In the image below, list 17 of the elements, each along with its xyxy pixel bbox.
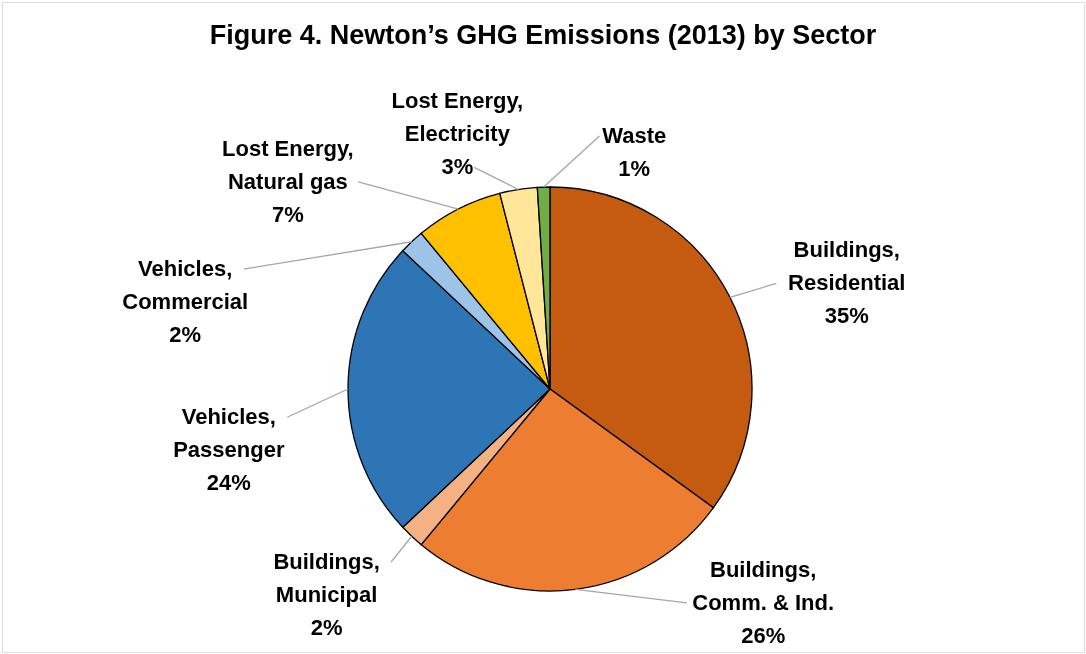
slice-label: Waste [602, 123, 667, 149]
data-label: 2% [310, 615, 343, 641]
data-label: 2% [169, 322, 202, 348]
slice-label: Vehicles, Passenger [173, 404, 285, 463]
slice-label: Buildings, Residential [788, 237, 906, 296]
data-label: 3% [441, 154, 474, 180]
slice-label: Lost Energy, Natural gas [222, 135, 354, 194]
data-label: 7% [271, 201, 304, 227]
data-label: 35% [824, 303, 869, 329]
slice-label: Lost Energy, Electricity [391, 88, 524, 147]
data-label: 1% [618, 156, 651, 182]
slice-label: Buildings, Comm. & Ind. [692, 556, 835, 615]
data-label: 26% [741, 622, 786, 648]
slice-label: Vehicles, Commercial [122, 256, 249, 315]
data-label: 24% [206, 470, 251, 496]
chart-title: Figure 4. Newton’s GHG Emissions (2013) by Sector [209, 20, 877, 50]
slice-label: Buildings, Municipal [273, 549, 380, 608]
